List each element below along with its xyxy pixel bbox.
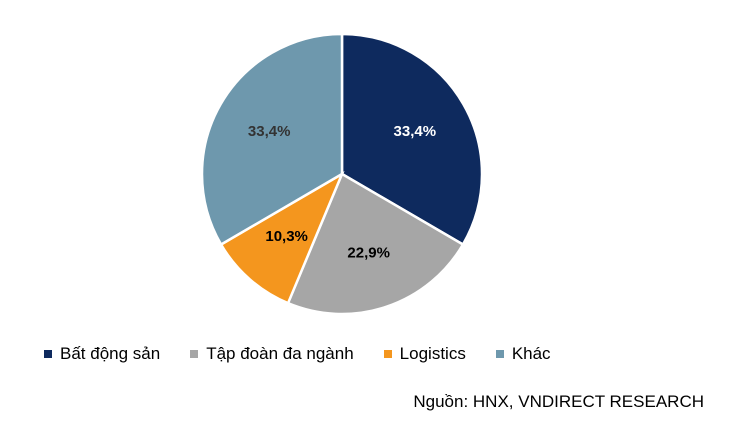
legend-label: Khác	[511, 344, 551, 363]
legend: Bất động sản Tập đoàn đa ngành Logistics…	[44, 344, 581, 364]
pie-slice-2	[219, 171, 345, 305]
legend-swatch-logistics	[383, 350, 392, 358]
legend-item-khac: Khác	[495, 344, 551, 364]
legend-item-tap-doan-da-nganh: Tập đoàn đa ngành	[190, 344, 354, 364]
data-label-3: 33,4%	[248, 123, 291, 140]
legend-label: Logistics	[399, 344, 466, 363]
pie-slice-1	[286, 172, 465, 316]
data-label-1: 22,9%	[347, 245, 390, 262]
pie-chart: 33,4% 22,9% 10,3% 33,4%	[200, 32, 484, 316]
pie-slice-0	[340, 32, 484, 247]
legend-label: Bất động sản	[60, 344, 161, 363]
legend-item-logistics: Logistics	[383, 344, 466, 364]
data-label-2: 10,3%	[265, 228, 308, 245]
legend-swatch-bat-dong-san	[44, 350, 52, 358]
source-note: Nguồn: HNX, VNDIRECT RESEARCH	[413, 392, 704, 411]
pie-slice-3	[200, 32, 344, 247]
legend-swatch-tap-doan-da-nganh	[190, 350, 199, 358]
data-label-0: 33,4%	[394, 123, 437, 140]
legend-label: Tập đoàn đa ngành	[206, 344, 354, 363]
legend-item-bat-dong-san: Bất động sản	[44, 344, 160, 364]
legend-swatch-khac	[495, 350, 504, 358]
